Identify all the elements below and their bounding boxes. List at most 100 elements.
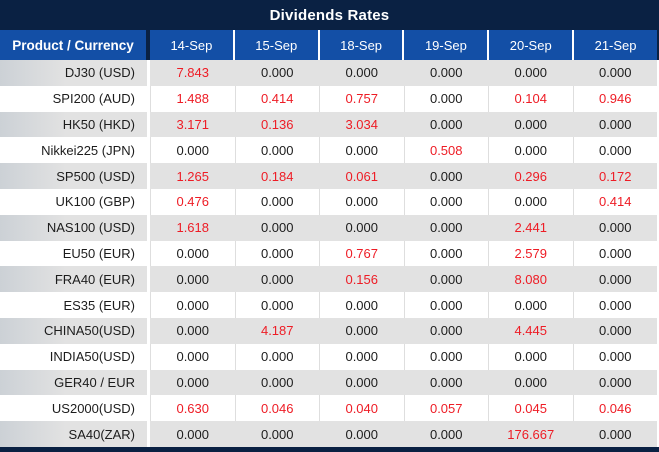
value-cell: 0.040 — [319, 395, 404, 422]
value-cell: 0.000 — [573, 266, 659, 293]
table-body: DJ30 (USD) 7.843 0.000 0.000 0.000 0.000 0.000… — [0, 60, 659, 447]
value-cell: 0.000 — [429, 168, 463, 184]
value-cell: 176.667 — [507, 426, 555, 442]
value-cell: 0.000 — [260, 271, 294, 287]
value-cell: 2.579 — [488, 240, 573, 267]
value-cell: 0.000 — [573, 369, 659, 396]
value-cell: 0.000 — [573, 60, 659, 86]
product-cell: FRA40 (EUR) — [0, 266, 150, 293]
value-cell: 0.000 — [403, 188, 489, 215]
value-cell: 0.946 — [572, 85, 659, 112]
value-cell: 1.618 — [176, 220, 210, 236]
value-cell: 0.000 — [234, 240, 320, 267]
value-cell: 0.000 — [488, 188, 573, 215]
value-cell: 0.296 — [514, 168, 548, 184]
value-cell: 0.414 — [572, 188, 659, 215]
product-cell: INDIA50(USD) — [49, 349, 135, 365]
table-row: Nikkei225 (JPN) 0.000 0.000 0.000 0.508 0.000… — [0, 137, 659, 164]
value-cell: 0.000 — [345, 220, 379, 236]
value-cell: 0.000 — [429, 65, 463, 81]
value-cell: 0.136 — [260, 116, 294, 132]
value-cell: 0.000 — [429, 271, 463, 287]
product-cell: UK100 (GBP) — [55, 194, 135, 210]
product-cell: HK50 (HKD) — [0, 111, 150, 138]
product-cell: US2000(USD) — [51, 400, 135, 416]
product-cell: SA40(ZAR) — [0, 421, 150, 447]
product-cell: NAS100 (USD) — [0, 214, 150, 241]
table-row: DJ30 (USD) 7.843 0.000 0.000 0.000 0.000 0.000 — [0, 60, 659, 86]
product-cell: GER40 / EUR — [0, 369, 150, 396]
column-header-date: 19-Sep — [402, 30, 488, 60]
value-cell: 0.000 — [234, 292, 320, 318]
value-cell: 0.000 — [176, 374, 210, 390]
product-cell: Nikkei225 (JPN) — [41, 142, 135, 158]
value-cell: 0.000 — [572, 137, 659, 164]
value-cell: 0.172 — [573, 163, 659, 189]
value-cell: 0.767 — [319, 240, 404, 267]
product-cell: DJ30 (USD) — [0, 60, 150, 86]
table-row: CHINA50(USD) 0.000 4.187 0.000 0.000 4.445 0.0… — [0, 317, 659, 344]
value-cell: 0.046 — [572, 395, 659, 422]
value-cell: 0.000 — [573, 214, 659, 241]
value-cell: 0.000 — [319, 343, 404, 370]
value-cell: 0.000 — [572, 240, 659, 267]
value-cell: 0.000 — [150, 292, 235, 318]
value-cell: 0.000 — [514, 116, 548, 132]
value-cell: 0.000 — [572, 343, 659, 370]
product-cell: ES35 (EUR) — [63, 297, 135, 313]
value-cell: 0.000 — [319, 137, 404, 164]
value-cell: 0.000 — [403, 343, 489, 370]
column-header-date: 14-Sep — [150, 30, 233, 60]
value-cell: 0.184 — [260, 168, 294, 184]
table-row: GER40 / EUR 0.000 0.000 0.000 0.000 0.000 0.00… — [0, 369, 659, 396]
value-cell: 0.000 — [176, 426, 210, 442]
value-cell: 2.441 — [514, 220, 548, 236]
value-cell: 3.171 — [176, 116, 210, 132]
table-row: SA40(ZAR) 0.000 0.000 0.000 0.000 176.667 0.00… — [0, 421, 659, 447]
column-header-date: 15-Sep — [232, 30, 318, 60]
value-cell: 0.757 — [319, 85, 404, 112]
value-cell: 0.000 — [234, 188, 320, 215]
value-cell: 0.000 — [260, 65, 294, 81]
value-cell: 0.156 — [345, 271, 379, 287]
value-cell: 0.000 — [429, 220, 463, 236]
table-row: SP500 (USD) 1.265 0.184 0.061 0.000 0.296 0.17… — [0, 163, 659, 189]
value-cell: 0.057 — [403, 395, 489, 422]
value-cell: 0.000 — [514, 65, 548, 81]
table-row: SPI200 (AUD) 1.488 0.414 0.757 0.000 0.104 0.9… — [0, 85, 659, 112]
value-cell: 0.000 — [176, 323, 210, 339]
value-cell: 0.000 — [260, 374, 294, 390]
value-cell: 0.000 — [573, 421, 659, 447]
column-header-date: 21-Sep — [572, 30, 659, 60]
value-cell: 0.000 — [260, 426, 294, 442]
column-header-product: Product / Currency — [0, 30, 150, 60]
footer-bar — [0, 447, 659, 452]
value-cell: 0.000 — [488, 292, 573, 318]
value-cell: 0.000 — [345, 65, 379, 81]
value-cell: 0.000 — [150, 137, 235, 164]
value-cell: 0.000 — [573, 317, 659, 344]
value-cell: 0.000 — [345, 426, 379, 442]
value-cell: 0.630 — [150, 395, 235, 422]
value-cell: 1.488 — [150, 85, 235, 112]
table-row: US2000(USD) 0.630 0.046 0.040 0.057 0.045 0.04… — [0, 395, 659, 422]
value-cell: 0.000 — [345, 323, 379, 339]
value-cell: 0.000 — [150, 240, 235, 267]
value-cell: 0.000 — [403, 240, 489, 267]
table-row: NAS100 (USD) 1.618 0.000 0.000 0.000 2.441 0.0… — [0, 214, 659, 241]
value-cell: 0.000 — [403, 85, 489, 112]
table-header-row: Product / Currency 14-Sep 15-Sep 18-Sep 19-… — [0, 30, 659, 60]
page-title: Dividends Rates — [269, 6, 390, 24]
column-header-date: 18-Sep — [317, 30, 403, 60]
table-row: UK100 (GBP) 0.476 0.000 0.000 0.000 0.000 0.41… — [0, 188, 659, 215]
table-row: HK50 (HKD) 3.171 0.136 3.034 0.000 0.000 0.000 — [0, 111, 659, 138]
value-cell: 0.000 — [234, 343, 320, 370]
column-header-date: 20-Sep — [487, 30, 573, 60]
value-cell: 0.476 — [150, 188, 235, 215]
value-cell: 0.000 — [319, 188, 404, 215]
value-cell: 0.000 — [345, 374, 379, 390]
value-cell: 0.000 — [403, 292, 489, 318]
title-bar: Dividends Rates — [0, 0, 659, 30]
value-cell: 0.061 — [345, 168, 379, 184]
